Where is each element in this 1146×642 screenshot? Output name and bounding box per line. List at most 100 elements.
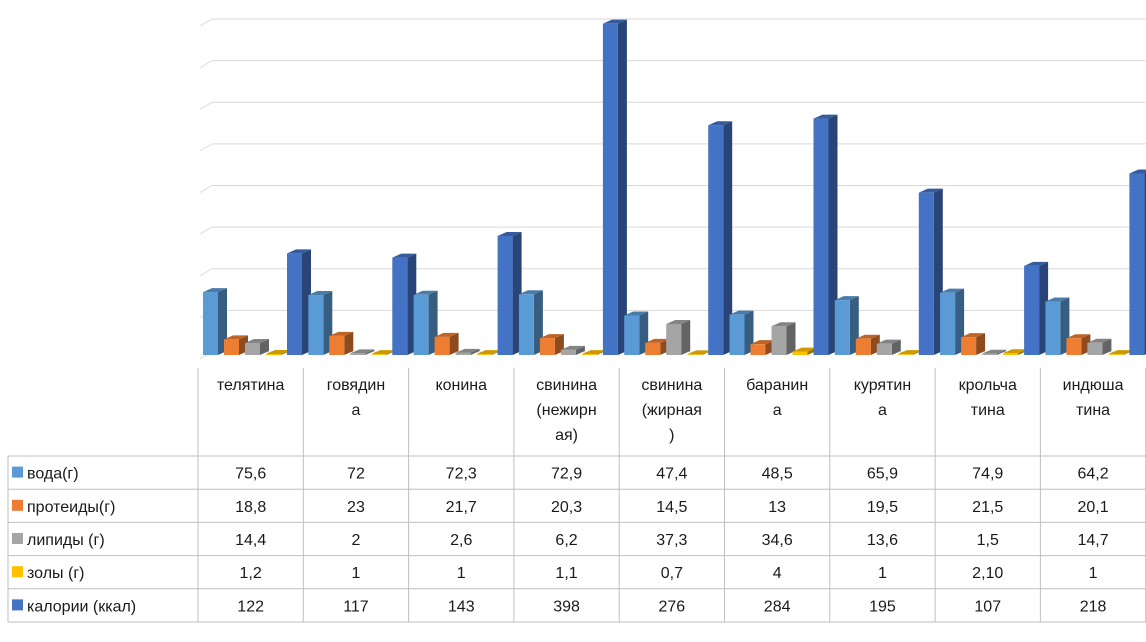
bar	[750, 340, 775, 355]
bar-side	[365, 349, 375, 355]
bar-top	[961, 333, 986, 338]
bar-top	[1129, 169, 1146, 174]
bar-side	[449, 332, 459, 355]
bar	[497, 231, 522, 355]
bar-top	[1003, 349, 1028, 354]
bar	[834, 296, 859, 355]
bar-top	[1024, 261, 1049, 266]
data-label: 195	[869, 598, 896, 615]
data-label: 14,4	[235, 532, 266, 549]
bar	[876, 339, 901, 355]
bar-front	[203, 292, 218, 355]
gridline-tick	[199, 185, 213, 193]
bar	[1003, 349, 1028, 355]
bar	[224, 335, 248, 355]
bar-front	[792, 351, 808, 355]
data-label: 65,9	[867, 466, 898, 483]
data-label: 20,3	[551, 499, 582, 516]
data-label: 13,6	[867, 532, 898, 549]
bar-front	[1129, 173, 1145, 355]
bar-front	[581, 354, 597, 355]
bar-top	[476, 350, 501, 355]
bar-top	[1108, 350, 1133, 355]
bar-top	[224, 335, 248, 340]
bar	[729, 310, 754, 355]
gridline-tick	[199, 143, 213, 152]
bar-top	[455, 348, 480, 353]
data-label: 1,2	[240, 565, 262, 582]
bar-front	[350, 353, 366, 355]
category-label: говядин	[327, 377, 385, 394]
data-label: 1,5	[977, 532, 999, 549]
bar-top	[708, 121, 733, 126]
data-label: 37,3	[656, 532, 687, 549]
bar-front	[1087, 342, 1103, 355]
bar-front	[982, 353, 998, 355]
bar-front	[813, 118, 829, 355]
data-label: 72,9	[551, 466, 582, 483]
bar-front	[897, 354, 913, 355]
legend-key	[12, 599, 23, 611]
bar-front	[750, 344, 766, 355]
bar-front	[961, 337, 977, 355]
bar-top	[813, 114, 838, 119]
bar	[961, 333, 986, 355]
bar-front	[1003, 353, 1019, 355]
bar-front	[602, 23, 618, 355]
category-label: баранин	[746, 377, 808, 394]
data-label: 398	[553, 598, 580, 615]
bar	[266, 350, 290, 355]
bar-side	[617, 19, 627, 355]
bar	[792, 347, 817, 355]
bar	[350, 349, 375, 355]
bar-top	[518, 290, 543, 295]
data-label: 122	[237, 598, 264, 615]
data-label: 13	[768, 499, 786, 516]
bar-side	[786, 322, 796, 355]
bar	[897, 350, 922, 355]
bar-top	[434, 332, 459, 337]
data-label: 34,6	[762, 532, 793, 549]
bar-top	[687, 350, 712, 355]
bar	[308, 291, 333, 355]
bar-side	[828, 114, 838, 355]
data-label: 2	[351, 532, 360, 549]
bar	[560, 345, 585, 355]
bar-front	[834, 300, 850, 355]
data-label: 1,1	[555, 565, 577, 582]
bar-top	[245, 339, 269, 344]
data-label: 21,7	[446, 499, 477, 516]
bar	[245, 339, 269, 355]
bar-front	[624, 315, 640, 355]
bar-top	[897, 350, 922, 355]
bar-top	[1087, 338, 1112, 343]
data-label: 1	[457, 565, 466, 582]
bar	[645, 338, 670, 355]
bar	[1045, 297, 1070, 355]
bar-front	[476, 354, 492, 355]
bar-top	[940, 288, 965, 293]
bar	[539, 334, 564, 355]
bar-front	[497, 235, 513, 355]
data-label: 14,5	[656, 499, 687, 516]
bar	[1087, 338, 1112, 355]
category-label: свинина	[641, 377, 702, 394]
data-label: 14,7	[1077, 532, 1108, 549]
bar	[329, 331, 354, 355]
bar-top	[413, 290, 438, 295]
bar-top	[666, 319, 691, 324]
bar	[855, 334, 880, 355]
bar-front	[245, 343, 260, 355]
bar-top	[371, 350, 396, 355]
bar-top	[497, 231, 522, 236]
bar	[413, 290, 438, 355]
legend-label: калории (ккал)	[27, 598, 136, 615]
bar-front	[455, 352, 471, 355]
bar-front	[918, 192, 934, 355]
legend-key	[12, 533, 23, 544]
bar-front	[413, 294, 429, 355]
bar	[918, 188, 943, 355]
bar-front	[1066, 338, 1082, 355]
bar-top	[855, 334, 880, 339]
